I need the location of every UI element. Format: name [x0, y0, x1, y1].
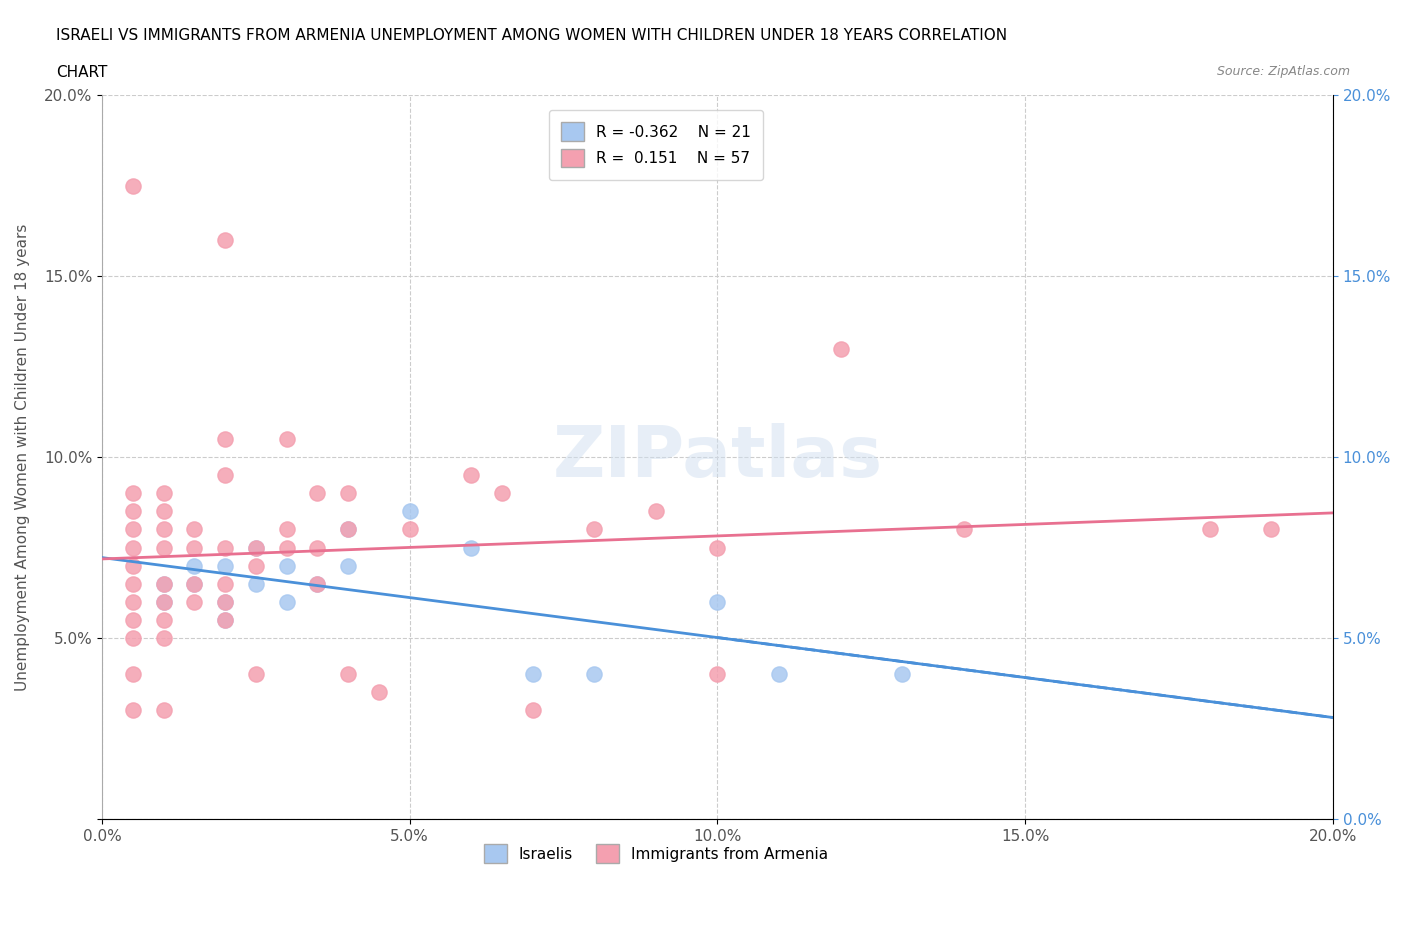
Point — [121, 613, 143, 628]
Text: ZIPatlas: ZIPatlas — [553, 422, 883, 492]
Point — [337, 667, 360, 682]
Point — [276, 432, 298, 446]
Point — [214, 577, 236, 591]
Point — [276, 594, 298, 609]
Point — [583, 667, 606, 682]
Point — [152, 577, 174, 591]
Point — [276, 540, 298, 555]
Point — [706, 540, 728, 555]
Legend: Israelis, Immigrants from Armenia: Israelis, Immigrants from Armenia — [478, 838, 834, 870]
Point — [152, 504, 174, 519]
Point — [768, 667, 790, 682]
Point — [214, 540, 236, 555]
Point — [214, 594, 236, 609]
Point — [337, 558, 360, 573]
Point — [183, 522, 205, 537]
Text: CHART: CHART — [56, 65, 108, 80]
Point — [337, 522, 360, 537]
Point — [368, 684, 391, 699]
Point — [183, 540, 205, 555]
Point — [245, 577, 267, 591]
Point — [152, 594, 174, 609]
Point — [276, 522, 298, 537]
Point — [460, 540, 482, 555]
Point — [121, 540, 143, 555]
Point — [522, 667, 544, 682]
Point — [214, 613, 236, 628]
Point — [398, 522, 420, 537]
Point — [1198, 522, 1220, 537]
Point — [214, 558, 236, 573]
Point — [152, 613, 174, 628]
Point — [214, 468, 236, 483]
Point — [183, 577, 205, 591]
Point — [706, 594, 728, 609]
Point — [121, 558, 143, 573]
Point — [121, 485, 143, 500]
Point — [830, 341, 852, 356]
Point — [245, 667, 267, 682]
Point — [183, 577, 205, 591]
Point — [121, 667, 143, 682]
Point — [121, 703, 143, 718]
Point — [891, 667, 914, 682]
Point — [952, 522, 974, 537]
Point — [307, 485, 329, 500]
Point — [398, 504, 420, 519]
Point — [245, 540, 267, 555]
Point — [214, 232, 236, 247]
Point — [337, 522, 360, 537]
Point — [337, 485, 360, 500]
Point — [245, 540, 267, 555]
Point — [152, 540, 174, 555]
Point — [245, 558, 267, 573]
Point — [183, 594, 205, 609]
Point — [307, 540, 329, 555]
Point — [121, 504, 143, 519]
Point — [307, 577, 329, 591]
Point — [152, 703, 174, 718]
Point — [121, 594, 143, 609]
Point — [183, 558, 205, 573]
Y-axis label: Unemployment Among Women with Children Under 18 years: Unemployment Among Women with Children U… — [15, 223, 30, 691]
Point — [491, 485, 513, 500]
Point — [1260, 522, 1282, 537]
Text: Source: ZipAtlas.com: Source: ZipAtlas.com — [1216, 65, 1350, 78]
Point — [214, 613, 236, 628]
Point — [152, 485, 174, 500]
Point — [152, 631, 174, 645]
Text: ISRAELI VS IMMIGRANTS FROM ARMENIA UNEMPLOYMENT AMONG WOMEN WITH CHILDREN UNDER : ISRAELI VS IMMIGRANTS FROM ARMENIA UNEMP… — [56, 28, 1007, 43]
Point — [644, 504, 666, 519]
Point — [276, 558, 298, 573]
Point — [307, 577, 329, 591]
Point — [214, 432, 236, 446]
Point — [121, 522, 143, 537]
Point — [522, 703, 544, 718]
Point — [121, 179, 143, 193]
Point — [460, 468, 482, 483]
Point — [152, 577, 174, 591]
Point — [152, 522, 174, 537]
Point — [214, 594, 236, 609]
Point — [152, 594, 174, 609]
Point — [121, 631, 143, 645]
Point — [121, 577, 143, 591]
Point — [583, 522, 606, 537]
Point — [706, 667, 728, 682]
